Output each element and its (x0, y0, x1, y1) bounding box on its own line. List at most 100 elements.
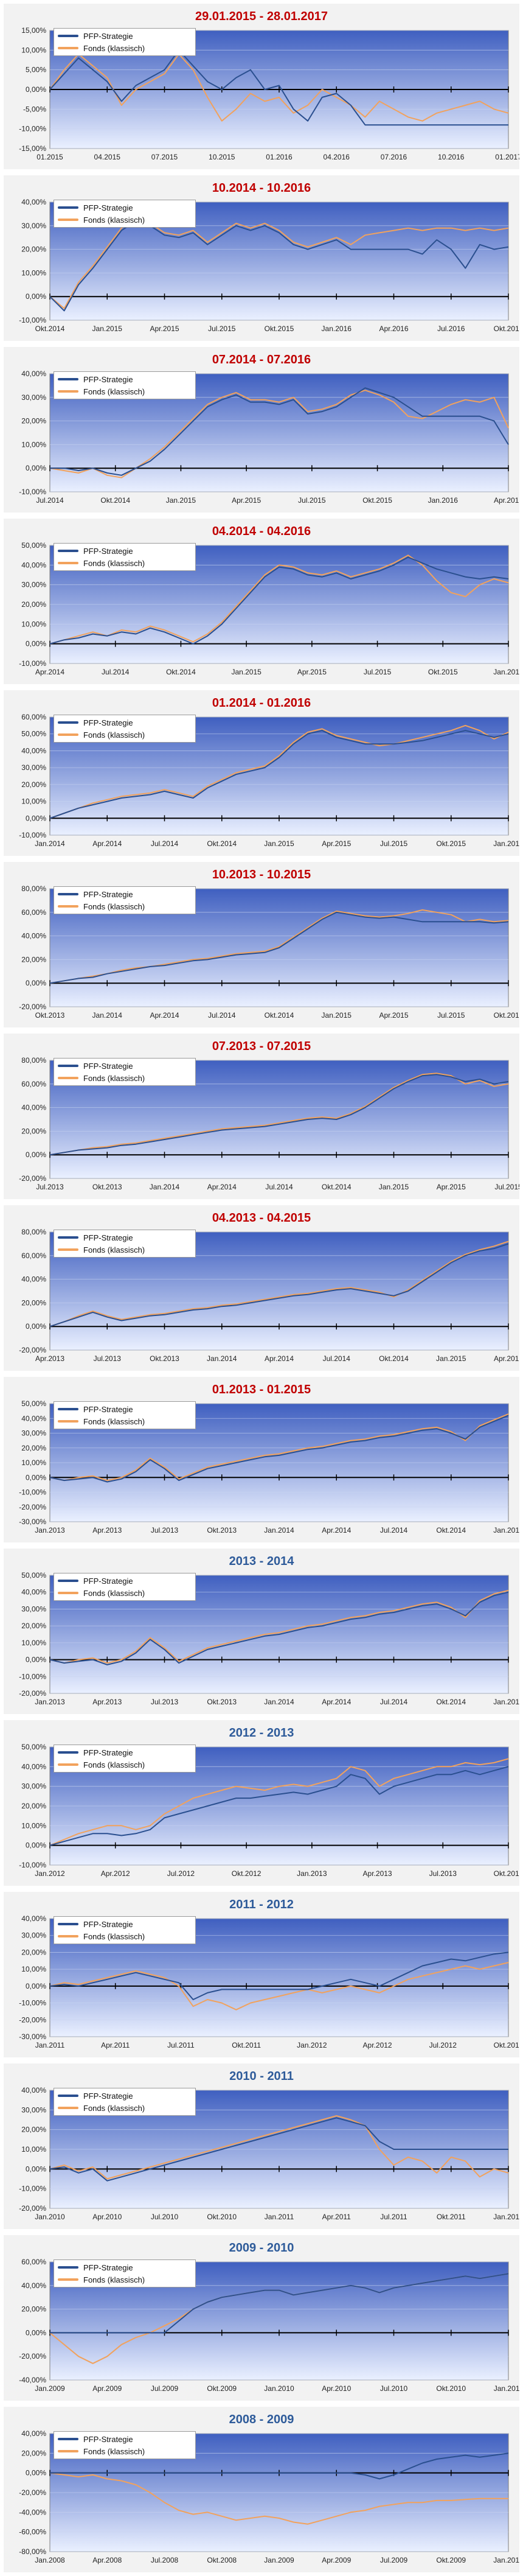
x-tick-label: Jan.2015 (436, 1354, 466, 1363)
series-line-fonds (49, 53, 509, 122)
legend-entry-fonds: Fonds (klassisch) (58, 729, 192, 741)
legend: PFP-Strategie Fonds (klassisch) (54, 28, 196, 56)
series-line-pfp (49, 556, 509, 645)
y-tick-label: 40,00% (21, 1275, 46, 1284)
x-tick-label: Apr.2012 (101, 1869, 130, 1878)
x-tick-label: Okt.2015 (494, 1011, 519, 1020)
x-tick-label: Apr.2009 (92, 2384, 122, 2393)
x-tick-label: Jul.2015 (380, 839, 408, 848)
chart-title: 2012 - 2013 (229, 1726, 294, 1740)
x-tick-label: Jul.2010 (380, 2384, 408, 2393)
x-tick-label: Jul.2014 (265, 1183, 293, 1191)
y-tick-label: -80,00% (19, 2547, 46, 2556)
y-tick-label: 40,00% (21, 2429, 46, 2438)
x-tick-label: Jul.2014 (323, 1354, 351, 1363)
x-tick-label: Jul.2014 (208, 1011, 236, 1020)
x-tick-label: Apr.2014 (322, 1698, 351, 1706)
x-tick-label: Okt.2015 (428, 668, 458, 676)
y-tick-label: 40,00% (21, 1414, 46, 1423)
legend-entry-pfp: PFP-Strategie (58, 30, 192, 42)
legend-swatch-pfp (58, 1923, 78, 1925)
x-tick-label: Jan.2015 (322, 1011, 352, 1020)
legend-entry-fonds: Fonds (klassisch) (58, 385, 192, 397)
legend-label-pfp: PFP-Strategie (83, 374, 133, 384)
x-tick-label: Okt.2009 (436, 2556, 466, 2564)
y-tick-label: 40,00% (21, 561, 46, 569)
y-tick-label: -10,00% (19, 2185, 46, 2193)
x-tick-label: 04.2016 (324, 153, 350, 161)
y-tick-label: -10,00% (19, 1861, 46, 1869)
x-tick-label: Jan.2012 (35, 1869, 65, 1878)
x-tick-label: Jan.2013 (297, 1869, 327, 1878)
x-tick-label: Jul.2013 (151, 1698, 179, 1706)
legend: PFP-Strategie Fonds (klassisch) (54, 2431, 196, 2459)
legend-label-fonds: Fonds (klassisch) (83, 730, 145, 740)
y-tick-label: 40,00% (21, 369, 46, 378)
x-tick-label: Okt.2015 (265, 324, 294, 333)
x-tick-label: Jul.2014 (102, 668, 130, 676)
y-tick-label: 0,00% (26, 2469, 46, 2477)
y-tick-label: 30,00% (21, 1931, 46, 1940)
chart-svg: 80,00%60,00%40,00%20,00%0,00%-20,00%Jul.… (19, 1056, 519, 1191)
chart-title: 04.2013 - 04.2015 (212, 1211, 311, 1225)
legend-label-fonds: Fonds (klassisch) (83, 1760, 145, 1769)
y-tick-label: 20,00% (21, 2305, 46, 2314)
x-tick-label: Jul.2015 (437, 1011, 465, 1020)
y-tick-label: 50,00% (21, 1743, 46, 1751)
chart-title: 2010 - 2011 (229, 2070, 294, 2083)
legend-entry-fonds: Fonds (klassisch) (58, 1244, 192, 1256)
x-tick-label: Apr.2010 (322, 2384, 351, 2393)
legend-swatch-pfp (58, 2438, 78, 2440)
x-tick-label: Apr.2013 (35, 1354, 64, 1363)
legend-swatch-fonds (58, 733, 78, 736)
x-tick-label: Jul.2015 (364, 668, 392, 676)
x-tick-label: Apr.2016 (494, 496, 519, 505)
legend-swatch-pfp (58, 1580, 78, 1582)
legend-entry-fonds: Fonds (klassisch) (58, 1587, 192, 1599)
legend-swatch-pfp (58, 1065, 78, 1067)
x-tick-label: Okt.2013 (35, 1011, 65, 1020)
y-tick-label: 40,00% (21, 2086, 46, 2095)
x-tick-label: Apr.2008 (92, 2556, 122, 2564)
x-tick-label: Okt.2011 (232, 2041, 261, 2049)
series-line-fonds (49, 909, 509, 984)
x-tick-label: Jan.2011 (494, 2384, 519, 2393)
x-tick-label: Okt.2010 (436, 2384, 466, 2393)
legend-swatch-pfp (58, 893, 78, 895)
x-tick-label: Jan.2011 (35, 2041, 65, 2049)
legend-swatch-fonds (58, 1248, 78, 1251)
chart-svg: 40,00%30,00%20,00%10,00%0,00%-10,00%Okt.… (19, 198, 519, 333)
x-tick-label: Apr.2014 (150, 1011, 179, 1020)
y-tick-label: 20,00% (21, 955, 46, 964)
series-line-fonds (49, 2115, 509, 2180)
legend: PFP-Strategie Fonds (klassisch) (54, 2259, 196, 2287)
y-tick-label: -10,00% (19, 1999, 46, 2007)
x-tick-label: Okt.2014 (207, 839, 237, 848)
legend-swatch-pfp (58, 1751, 78, 1754)
x-tick-label: Apr.2013 (363, 1869, 392, 1878)
y-tick-label: 0,00% (26, 1473, 46, 1482)
y-tick-label: 40,00% (21, 932, 46, 940)
y-tick-label: 60,00% (21, 908, 46, 917)
chart-panel: 40,00% 30,00% 20,00% 10,00% 0,00% -10,00% Jul.… (4, 347, 519, 513)
y-tick-label: 0,00% (26, 85, 46, 94)
x-tick-label: Apr.2012 (363, 2041, 392, 2049)
x-tick-label: Jan.2011 (265, 2213, 294, 2221)
legend-swatch-fonds (58, 47, 78, 49)
series-line-pfp (49, 2117, 508, 2182)
legend-entry-fonds: Fonds (klassisch) (58, 2445, 192, 2457)
x-tick-label: Okt.2014 (379, 1354, 409, 1363)
y-tick-label: 10,00% (21, 2145, 46, 2154)
series-line-fonds (49, 1413, 509, 1482)
y-tick-label: 20,00% (21, 417, 46, 425)
x-tick-label: 01.2016 (266, 153, 293, 161)
x-tick-label: Jan.2014 (150, 1183, 180, 1191)
y-tick-label: 60,00% (21, 713, 46, 721)
x-tick-label: Jan.2015 (92, 324, 123, 333)
legend-label-fonds: Fonds (klassisch) (83, 1073, 145, 1083)
legend-entry-pfp: PFP-Strategie (58, 1231, 192, 1244)
y-tick-label: 0,00% (26, 640, 46, 648)
series-line-pfp (49, 730, 509, 819)
legend-entry-pfp: PFP-Strategie (58, 888, 192, 900)
